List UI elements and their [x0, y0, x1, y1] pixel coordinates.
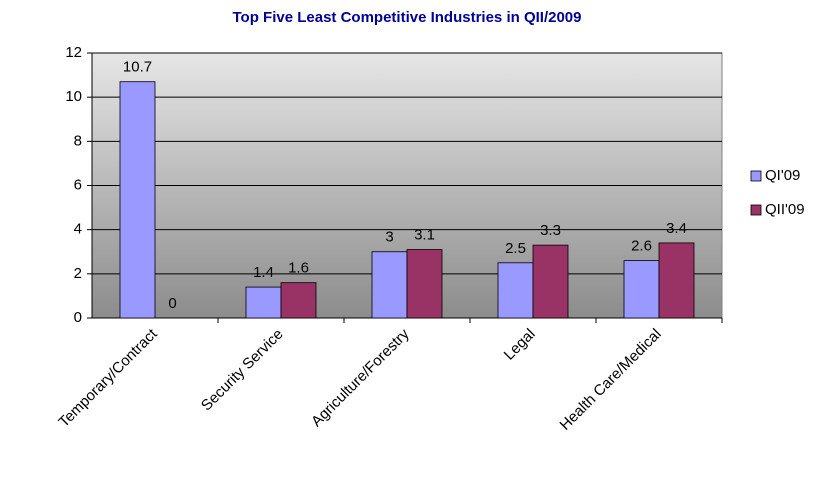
- legend-swatch: [750, 170, 762, 182]
- y-tick-label: 4: [74, 221, 82, 238]
- value-label: 2.6: [631, 238, 652, 255]
- bar: [623, 260, 660, 319]
- x-tick-label: Legal: [501, 326, 539, 364]
- value-label: 0: [168, 295, 176, 312]
- value-label: 1.6: [288, 260, 309, 277]
- y-tick-label: 0: [74, 309, 82, 326]
- bar: [497, 262, 534, 319]
- value-label: 3.1: [414, 227, 435, 244]
- y-tick-label: 6: [74, 176, 82, 193]
- bar: [406, 249, 443, 319]
- x-tick-label: Health Care/Medical: [557, 326, 665, 434]
- bar: [658, 242, 695, 319]
- value-label: 10.7: [123, 59, 152, 76]
- value-label: 3.3: [540, 222, 561, 239]
- chart-title: Top Five Least Competitive Industries in…: [233, 9, 582, 26]
- value-label: 3.4: [666, 220, 687, 237]
- bar: [532, 244, 569, 319]
- x-tick-label: Security Service: [198, 326, 287, 415]
- y-tick-label: 12: [65, 44, 82, 61]
- legend-swatch: [750, 204, 762, 216]
- legend-label: QI'09: [765, 167, 800, 184]
- value-label: 3: [385, 229, 393, 246]
- y-tick-label: 8: [74, 132, 82, 149]
- x-tick-label: Agriculture/Forestry: [308, 325, 413, 430]
- value-label: 1.4: [253, 264, 274, 281]
- value-label: 2.5: [505, 240, 526, 257]
- bar: [119, 81, 156, 319]
- y-tick-label: 10: [65, 88, 82, 105]
- bar: [371, 251, 408, 319]
- legend-label: QII'09: [765, 201, 805, 218]
- x-tick-label: Temporary/Contract: [55, 325, 161, 431]
- bar: [245, 286, 282, 319]
- bar: [280, 282, 317, 319]
- y-tick-label: 2: [74, 265, 82, 282]
